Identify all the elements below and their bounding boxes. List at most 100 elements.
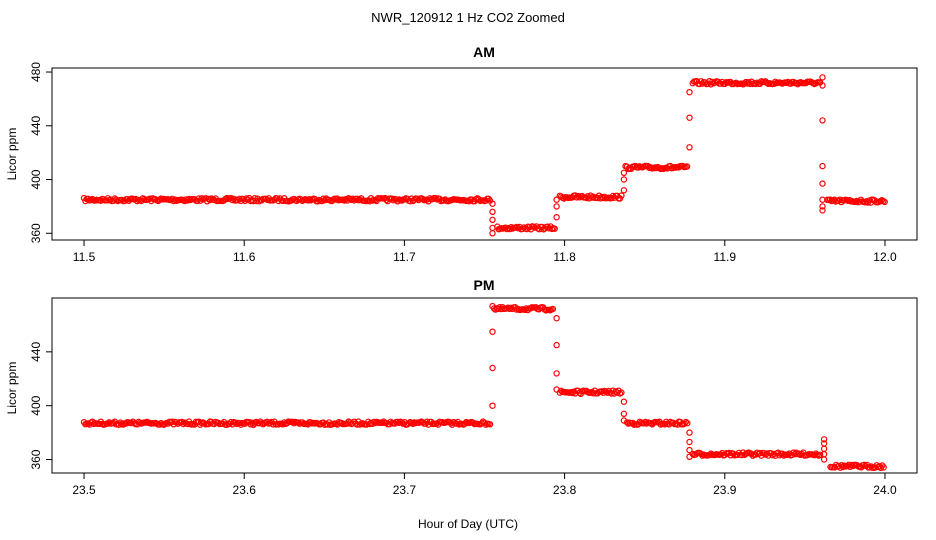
pm-data-point xyxy=(748,450,755,458)
am-panel: AM Licor ppm 11.5 11.6 11.7 11.8 11.9 12.0 360… xyxy=(5,44,918,264)
am-data-point xyxy=(388,195,396,202)
pm-data-point xyxy=(682,418,690,426)
am-data-point xyxy=(573,194,580,201)
am-data-point xyxy=(609,192,617,200)
am-transition-point xyxy=(489,216,496,223)
pm-ylabel: Licor ppm xyxy=(5,362,19,415)
am-transition-point xyxy=(819,117,826,124)
pm-ytick-label: 400 xyxy=(29,395,43,415)
pm-data-point xyxy=(379,419,386,426)
pm-data-point xyxy=(642,418,649,426)
pm-data-point xyxy=(717,451,724,458)
am-data-point xyxy=(519,225,526,233)
pm-transition-point xyxy=(489,328,496,335)
am-data-point xyxy=(240,196,247,203)
am-xtick-label: 12.0 xyxy=(873,250,897,264)
pm-xtick-label: 24.0 xyxy=(873,483,897,497)
pm-transition-point xyxy=(686,453,693,460)
am-data-point xyxy=(683,163,691,170)
pm-data-point xyxy=(795,450,803,457)
am-transition-point xyxy=(819,82,826,89)
am-transition-point xyxy=(489,208,496,215)
am-ytick-label: 440 xyxy=(29,115,43,135)
pm-xtick-label: 23.9 xyxy=(713,483,737,497)
am-ytick-label: 480 xyxy=(29,62,43,82)
am-transition-point xyxy=(686,144,693,151)
pm-panel-title: PM xyxy=(474,277,495,293)
am-data-point xyxy=(401,196,408,203)
figure-title: NWR_120912 1 Hz CO2 Zoomed xyxy=(371,10,565,25)
pm-data-point xyxy=(784,451,792,458)
pm-data-point xyxy=(839,463,847,471)
am-transition-point xyxy=(553,213,560,221)
pm-transition-point xyxy=(686,446,693,454)
pm-transition-point xyxy=(820,445,828,452)
pm-transition-point xyxy=(620,417,628,424)
am-data-point xyxy=(881,198,888,206)
am-data-point xyxy=(717,80,724,87)
pm-transition-point xyxy=(686,429,693,436)
pm-data-point xyxy=(876,463,883,470)
am-points xyxy=(80,74,888,237)
pm-xtick-label: 23.8 xyxy=(553,483,577,497)
pm-transition-point xyxy=(553,370,560,377)
am-data-point xyxy=(314,198,321,205)
am-data-point xyxy=(133,197,141,205)
am-data-point xyxy=(320,195,327,202)
am-data-point xyxy=(84,195,92,202)
am-data-point xyxy=(863,198,870,205)
pm-data-point xyxy=(180,420,187,428)
am-transition-point xyxy=(819,207,826,214)
pm-plot-frame xyxy=(51,297,918,474)
pm-data-point xyxy=(461,420,468,427)
pm-data-point xyxy=(681,420,688,427)
am-data-point xyxy=(419,195,426,203)
am-data-point xyxy=(752,80,759,88)
pm-data-point xyxy=(602,388,610,395)
am-data-point xyxy=(551,225,558,232)
am-transition-point xyxy=(553,203,560,210)
am-data-point xyxy=(184,197,191,204)
pm-transition-point xyxy=(820,456,828,463)
pm-points xyxy=(80,302,887,471)
am-data-point xyxy=(206,196,214,204)
pm-data-point xyxy=(353,421,361,428)
pm-data-point xyxy=(251,420,258,427)
pm-data-point xyxy=(470,419,477,427)
am-ytick-label: 360 xyxy=(29,223,43,243)
pm-data-point xyxy=(231,419,239,426)
pm-data-point xyxy=(349,420,356,427)
am-transition-point xyxy=(686,88,693,96)
pm-ticks: 23.5 23.6 23.7 23.8 23.9 24.0 360 400 440 xyxy=(29,342,897,497)
pm-transition-point xyxy=(489,402,496,409)
am-xtick-label: 11.5 xyxy=(73,250,96,264)
am-transition-point xyxy=(819,203,826,210)
am-ylabel: Licor ppm xyxy=(5,128,19,181)
pm-transition-point xyxy=(553,386,560,393)
am-transition-point xyxy=(819,162,826,170)
am-data-point xyxy=(574,192,582,200)
am-panel-title: AM xyxy=(473,44,495,60)
am-ytick-label: 400 xyxy=(29,169,43,189)
pm-data-point xyxy=(697,450,705,458)
am-data-point xyxy=(349,195,356,202)
pm-data-point xyxy=(549,305,557,313)
am-data-point xyxy=(826,196,834,203)
pm-xtick-label: 23.6 xyxy=(233,483,257,497)
am-transition-point xyxy=(819,180,826,187)
pm-panel: PM Licor ppm 23.5 23.6 23.7 23.8 23.9 24.0 360… xyxy=(5,277,918,497)
am-transition-point xyxy=(489,224,496,232)
am-transition-point xyxy=(819,74,826,81)
am-data-point xyxy=(304,197,312,204)
pm-data-point xyxy=(618,389,625,396)
pm-ytick-label: 360 xyxy=(29,449,43,469)
pm-data-point xyxy=(880,464,887,471)
am-data-point xyxy=(205,195,212,202)
am-data-point xyxy=(353,195,361,202)
pm-transition-point xyxy=(553,341,560,349)
am-xtick-label: 11.9 xyxy=(714,250,737,264)
figure-xlabel: Hour of Day (UTC) xyxy=(418,517,518,531)
am-data-point xyxy=(432,194,439,202)
pm-data-point xyxy=(247,421,254,428)
pm-transition-point xyxy=(686,438,693,446)
